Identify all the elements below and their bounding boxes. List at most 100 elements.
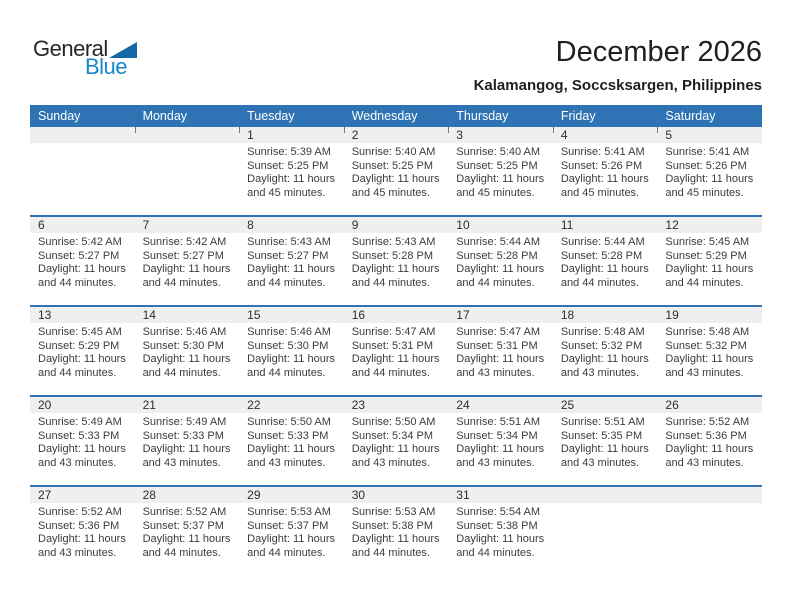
day-cell-1: 1 Sunrise: 5:39 AM Sunset: 5:25 PM Daylight…	[239, 127, 344, 215]
day-cell-5: 5 Sunrise: 5:41 AM Sunset: 5:26 PM Daylight…	[657, 127, 762, 215]
calendar-table: Sunday Monday Tuesday Wednesday Thursday Frid…	[30, 105, 762, 575]
sun-info: Sunrise: 5:50 AM Sunset: 5:33 PM Daylight:…	[239, 413, 344, 470]
sun-info-line: Sunrise: 5:39 AM	[247, 146, 331, 158]
day-cell-24: 24 Sunrise: 5:51 AM Sunset: 5:34 PM Dayligh…	[448, 397, 553, 485]
sun-info-line: Sunrise: 5:45 AM	[38, 326, 122, 338]
sun-info-line: Sunrise: 5:40 AM	[351, 146, 436, 158]
sun-info-line: and 43 minutes.	[665, 366, 744, 379]
sun-info: Sunrise: 5:49 AM Sunset: 5:33 PM Daylight:…	[30, 413, 135, 470]
date-number	[552, 487, 658, 503]
page-title: December 2026	[555, 36, 762, 68]
weekday-header-saturday: Saturday	[665, 109, 716, 123]
sun-info: Sunrise: 5:41 AM Sunset: 5:26 PM Daylight:…	[553, 143, 658, 200]
date-number: 25	[552, 397, 658, 413]
date-number: 6	[30, 217, 135, 233]
day-cell-29: 29 Sunrise: 5:53 AM Sunset: 5:37 PM Dayligh…	[239, 487, 344, 575]
date-number: 20	[30, 397, 135, 413]
date-number: 18	[552, 307, 658, 323]
day-cell-18: 18 Sunrise: 5:48 AM Sunset: 5:32 PM Dayligh…	[552, 307, 658, 395]
sun-info-line: and 44 minutes.	[247, 276, 326, 289]
date-number: 9	[343, 217, 449, 233]
sun-info: Sunrise: 5:50 AM Sunset: 5:34 PM Daylight:…	[344, 413, 449, 470]
sun-info-line: and 44 minutes.	[38, 366, 117, 379]
week-row-5: 27 Sunrise: 5:52 AM Sunset: 5:36 PM Dayligh…	[30, 485, 762, 575]
date-number: 24	[448, 397, 553, 413]
date-number: 13	[30, 307, 135, 323]
sun-info-line: Daylight: 11 hours	[142, 533, 231, 545]
sun-info: Sunrise: 5:45 AM Sunset: 5:29 PM Daylight:…	[30, 323, 135, 380]
date-number: 2	[343, 127, 449, 143]
sun-info-line: Daylight: 11 hours	[665, 263, 754, 275]
sun-info: Sunrise: 5:49 AM Sunset: 5:33 PM Daylight:…	[135, 413, 240, 470]
sun-info-line: Daylight: 11 hours	[351, 173, 440, 185]
sun-info-line: and 43 minutes.	[456, 456, 535, 469]
sun-info-line: Daylight: 11 hours	[456, 533, 545, 545]
sun-info-line: Sunrise: 5:48 AM	[560, 326, 645, 338]
sun-info: Sunrise: 5:42 AM Sunset: 5:27 PM Daylight:…	[135, 233, 240, 290]
date-number: 10	[448, 217, 553, 233]
day-cell-25: 25 Sunrise: 5:51 AM Sunset: 5:35 PM Dayligh…	[552, 397, 658, 485]
day-cell-10: 10 Sunrise: 5:44 AM Sunset: 5:28 PM Dayligh…	[448, 217, 553, 305]
sun-info-line: Sunset: 5:26 PM	[665, 159, 747, 172]
day-cell-31: 31 Sunrise: 5:54 AM Sunset: 5:38 PM Dayligh…	[448, 487, 553, 575]
sun-info-line: and 44 minutes.	[351, 276, 430, 289]
day-cell-14: 14 Sunrise: 5:46 AM Sunset: 5:30 PM Dayligh…	[134, 307, 240, 395]
sun-info-line: Sunset: 5:28 PM	[351, 249, 434, 262]
sun-info-line: Daylight: 11 hours	[560, 263, 649, 275]
date-number: 5	[657, 127, 762, 143]
day-cell-17: 17 Sunrise: 5:47 AM Sunset: 5:31 PM Dayligh…	[448, 307, 553, 395]
sun-info-line: Daylight: 11 hours	[456, 173, 545, 185]
sun-info-line: Sunset: 5:34 PM	[351, 429, 434, 442]
sun-info-line: and 43 minutes.	[142, 456, 221, 469]
sun-info-line: Sunset: 5:37 PM	[247, 519, 329, 532]
sun-info-line: Sunset: 5:32 PM	[560, 339, 643, 352]
sun-info: Sunrise: 5:40 AM Sunset: 5:25 PM Daylight:…	[344, 143, 449, 200]
sun-info: Sunrise: 5:52 AM Sunset: 5:37 PM Daylight:…	[135, 503, 240, 560]
sun-info: Sunrise: 5:53 AM Sunset: 5:38 PM Daylight:…	[344, 503, 449, 560]
sun-info-line: Sunrise: 5:51 AM	[456, 416, 541, 428]
sun-info-line: Sunset: 5:25 PM	[351, 159, 434, 172]
week-row-3: 13 Sunrise: 5:45 AM Sunset: 5:29 PM Dayligh…	[30, 305, 762, 395]
sun-info-line: Daylight: 11 hours	[560, 173, 649, 185]
sun-info-line: and 44 minutes.	[142, 366, 221, 379]
sun-info-line: Daylight: 11 hours	[142, 353, 231, 365]
sun-info-line: Daylight: 11 hours	[456, 443, 545, 455]
date-number	[657, 487, 762, 503]
sun-info: Sunrise: 5:47 AM Sunset: 5:31 PM Daylight:…	[344, 323, 449, 380]
weekday-header-wednesday: Wednesday	[351, 109, 418, 123]
sun-info-line: Sunrise: 5:44 AM	[560, 236, 645, 248]
sun-info-line: and 45 minutes.	[456, 186, 535, 199]
sun-info: Sunrise: 5:44 AM Sunset: 5:28 PM Daylight:…	[553, 233, 658, 290]
day-cell-7: 7 Sunrise: 5:42 AM Sunset: 5:27 PM Daylight…	[134, 217, 240, 305]
logo-text-blue: Blue	[85, 54, 128, 79]
sun-info-line: Sunset: 5:36 PM	[665, 429, 747, 442]
sun-info-line: Sunset: 5:27 PM	[38, 249, 120, 262]
day-cell-9: 9 Sunrise: 5:43 AM Sunset: 5:28 PM Daylight…	[343, 217, 449, 305]
sun-info-line: Sunrise: 5:47 AM	[456, 326, 541, 338]
sun-info-line: and 44 minutes.	[38, 276, 117, 289]
date-number: 22	[239, 397, 344, 413]
sun-info: Sunrise: 5:52 AM Sunset: 5:36 PM Daylight:…	[657, 413, 762, 470]
sun-info-line: and 43 minutes.	[665, 456, 744, 469]
sun-info-line: Sunrise: 5:43 AM	[247, 236, 331, 248]
sun-info-line: Sunrise: 5:54 AM	[456, 506, 541, 518]
day-cell-8: 8 Sunrise: 5:43 AM Sunset: 5:27 PM Daylight…	[239, 217, 344, 305]
sun-info-line: and 43 minutes.	[351, 456, 430, 469]
sun-info-line: and 44 minutes.	[665, 276, 744, 289]
sun-info-line: and 45 minutes.	[351, 186, 430, 199]
sun-info-line: Sunset: 5:27 PM	[247, 249, 329, 262]
sun-info: Sunrise: 5:44 AM Sunset: 5:28 PM Daylight:…	[448, 233, 553, 290]
sun-info-line: and 43 minutes.	[560, 456, 640, 469]
sun-info: Sunrise: 5:39 AM Sunset: 5:25 PM Daylight:…	[239, 143, 344, 200]
sun-info-line: and 45 minutes.	[560, 186, 640, 199]
sun-info-line: Sunset: 5:34 PM	[456, 429, 538, 442]
sun-info-line: Sunrise: 5:53 AM	[351, 506, 436, 518]
sun-info-line: Daylight: 11 hours	[456, 263, 545, 275]
sun-info-line: Sunrise: 5:52 AM	[38, 506, 122, 518]
sun-info-line: Sunset: 5:31 PM	[456, 339, 538, 352]
sun-info-line: Daylight: 11 hours	[456, 353, 545, 365]
sun-info-line: Sunrise: 5:43 AM	[351, 236, 436, 248]
day-cell-30: 30 Sunrise: 5:53 AM Sunset: 5:38 PM Dayligh…	[343, 487, 449, 575]
sun-info-line: Sunrise: 5:50 AM	[351, 416, 436, 428]
weekday-header-sunday: Sunday	[38, 109, 81, 123]
